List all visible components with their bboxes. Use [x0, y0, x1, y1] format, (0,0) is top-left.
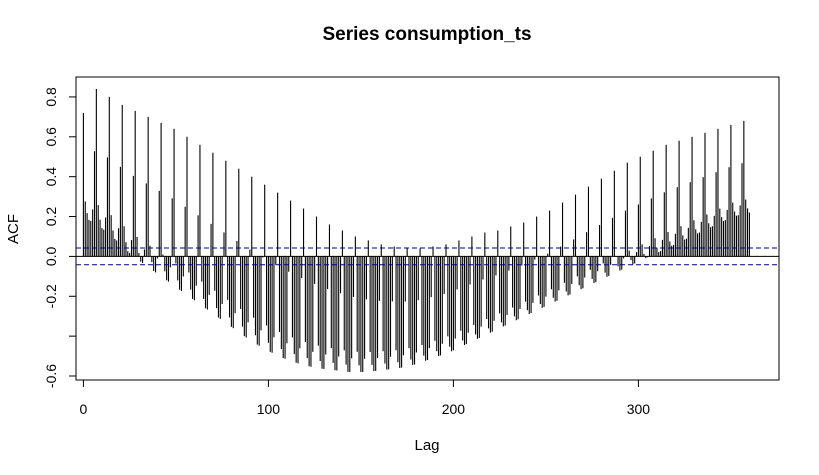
x-tick-label: 100 [257, 401, 281, 417]
y-axis: -0.6 -0.2 0.0 0.2 0.4 0.6 0.8 [43, 87, 77, 388]
x-axis-label: Lag [414, 437, 439, 454]
confidence-bounds [76, 247, 779, 266]
acf-bars [76, 88, 779, 373]
y-tick-label: 0.8 [43, 87, 59, 107]
x-tick-label: 0 [80, 401, 88, 417]
x-tick-label: 300 [627, 401, 651, 417]
y-tick-label: 0.0 [43, 246, 59, 266]
x-axis: 0 100 200 300 [80, 379, 651, 417]
y-tick-label: 0.4 [43, 167, 59, 187]
y-axis-label: ACF [5, 214, 22, 244]
y-tick-label: 0.6 [43, 127, 59, 147]
x-tick-label: 200 [442, 401, 466, 417]
chart-title: Series consumption_ts [322, 24, 531, 45]
y-tick-label: -0.6 [43, 364, 59, 388]
y-tick-label: -0.2 [43, 284, 59, 308]
y-tick-label: 0.2 [43, 207, 59, 227]
